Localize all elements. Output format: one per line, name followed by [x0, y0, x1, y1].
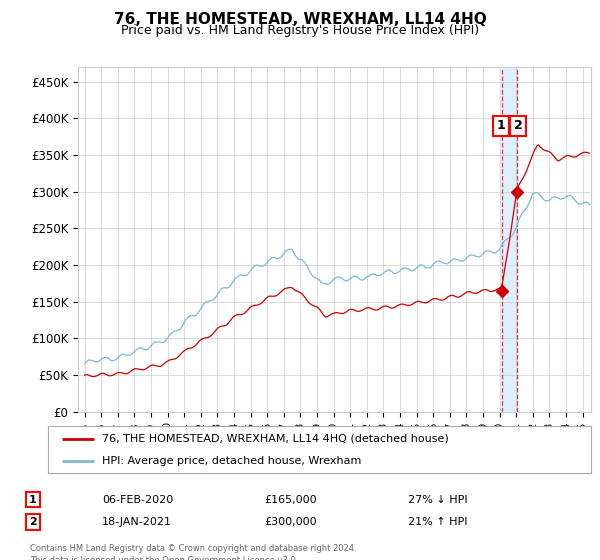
Text: 2: 2: [514, 119, 523, 132]
Text: £300,000: £300,000: [264, 517, 317, 527]
Text: Price paid vs. HM Land Registry's House Price Index (HPI): Price paid vs. HM Land Registry's House …: [121, 24, 479, 36]
Text: £165,000: £165,000: [264, 494, 317, 505]
Text: 2: 2: [29, 517, 37, 527]
Text: HPI: Average price, detached house, Wrexham: HPI: Average price, detached house, Wrex…: [103, 456, 362, 466]
Text: Contains HM Land Registry data © Crown copyright and database right 2024.
This d: Contains HM Land Registry data © Crown c…: [30, 544, 356, 560]
Text: 18-JAN-2021: 18-JAN-2021: [102, 517, 172, 527]
Text: 06-FEB-2020: 06-FEB-2020: [102, 494, 173, 505]
Text: 21% ↑ HPI: 21% ↑ HPI: [408, 517, 467, 527]
Text: 27% ↓ HPI: 27% ↓ HPI: [408, 494, 467, 505]
Text: 76, THE HOMESTEAD, WREXHAM, LL14 4HQ: 76, THE HOMESTEAD, WREXHAM, LL14 4HQ: [113, 12, 487, 27]
Text: 76, THE HOMESTEAD, WREXHAM, LL14 4HQ (detached house): 76, THE HOMESTEAD, WREXHAM, LL14 4HQ (de…: [103, 434, 449, 444]
Text: 1: 1: [29, 494, 37, 505]
Text: 1: 1: [496, 119, 505, 132]
Bar: [502, 67, 517, 412]
